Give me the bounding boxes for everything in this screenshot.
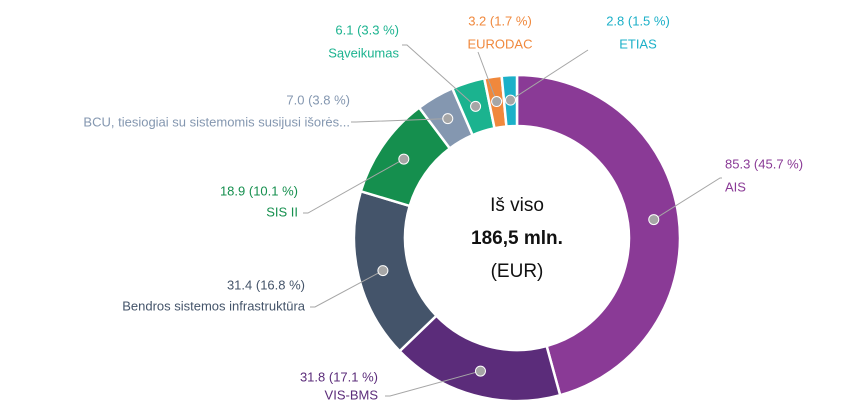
center-label: Iš viso (490, 195, 544, 216)
value-label: 31.4 (16.8 %) (227, 277, 305, 292)
leader-dot (504, 94, 516, 106)
leader-dot (377, 265, 389, 277)
category-label: EURODAC (467, 36, 532, 51)
value-label: 2.8 (1.5 %) (606, 13, 670, 28)
slice (352, 189, 439, 353)
value-label: 85.3 (45.7 %) (725, 156, 803, 171)
leader-dot (398, 153, 410, 165)
value-label: 7.0 (3.8 %) (286, 92, 350, 107)
category-label: AIS (725, 179, 746, 194)
slice (515, 73, 682, 397)
category-label: SIS II (266, 204, 298, 219)
category-label: VIS-BMS (325, 387, 379, 402)
value-label: 18.9 (10.1 %) (220, 183, 298, 198)
leader-dot (474, 365, 486, 377)
category-label: ETIAS (619, 36, 657, 51)
category-label: BCU, tiesiogiai su sistemomis susijusi i… (83, 114, 350, 129)
leader-line (310, 270, 384, 308)
category-label: Sąveikumas (328, 45, 399, 60)
leader-dot (491, 96, 503, 108)
category-label: Bendros sistemos infrastruktūra (122, 298, 306, 313)
leader-dot (442, 113, 454, 125)
donut: 85.3 (45.7 %) AIS 31.8 (17.1 %) VIS-BMS 31.4… (83, 13, 803, 402)
leader-dot (470, 100, 482, 112)
value-label: 6.1 (3.3 %) (335, 22, 399, 37)
center-total: 186,5 mln. (471, 228, 563, 249)
leader-line (385, 370, 481, 397)
leader-line (303, 158, 405, 214)
value-label: 3.2 (1.7 %) (468, 13, 532, 28)
leader-line (351, 118, 448, 123)
center-unit: (EUR) (491, 261, 544, 282)
leader-line (477, 51, 498, 102)
leader-dot (648, 214, 660, 226)
leader-line (402, 44, 476, 107)
leader-line (653, 177, 722, 220)
value-label: 31.8 (17.1 %) (300, 369, 378, 384)
leader-line (510, 49, 589, 101)
